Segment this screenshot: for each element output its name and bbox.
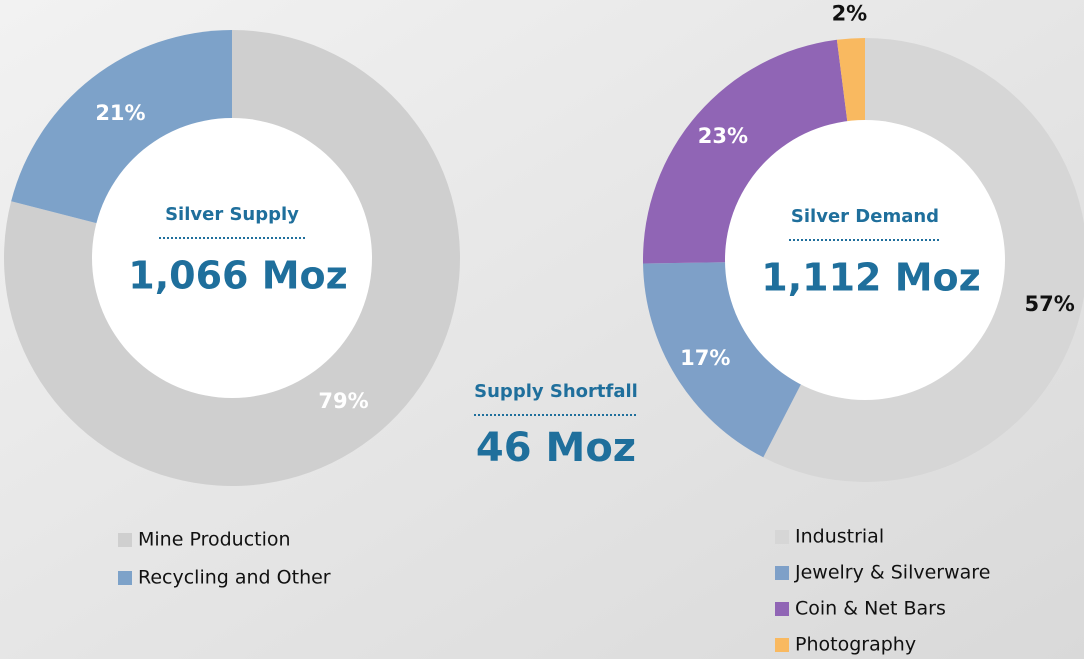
shortfall-label: Supply Shortfall [474,381,638,402]
legend-label: Industrial [795,526,884,548]
slice-label: 17% [680,346,730,370]
slice-label: 2% [832,1,868,25]
center-title: Silver Supply [165,204,299,225]
slice-label: 79% [318,389,368,413]
shortfall-value: 46 Moz [476,425,636,471]
donut-hole [725,120,1005,400]
legend-swatch [118,571,132,585]
legend-swatch [118,533,132,547]
legend-swatch [775,602,789,616]
legend-label: Recycling and Other [138,567,331,589]
legend-swatch [775,566,789,580]
legend-label: Coin & Net Bars [795,598,946,620]
slice-label: 57% [1025,292,1075,316]
legend-label: Jewelry & Silverware [794,562,990,584]
donut-hole [92,118,372,398]
legend-swatch [775,638,789,652]
center-value: 1,066 Moz [128,254,347,298]
center-title: Silver Demand [791,206,939,227]
legend-label: Mine Production [138,529,291,551]
legend-label: Photography [795,634,916,656]
slice-label: 21% [95,101,145,125]
slice-label: 23% [698,124,748,148]
legend-swatch [775,530,789,544]
center-value: 1,112 Moz [761,256,980,300]
